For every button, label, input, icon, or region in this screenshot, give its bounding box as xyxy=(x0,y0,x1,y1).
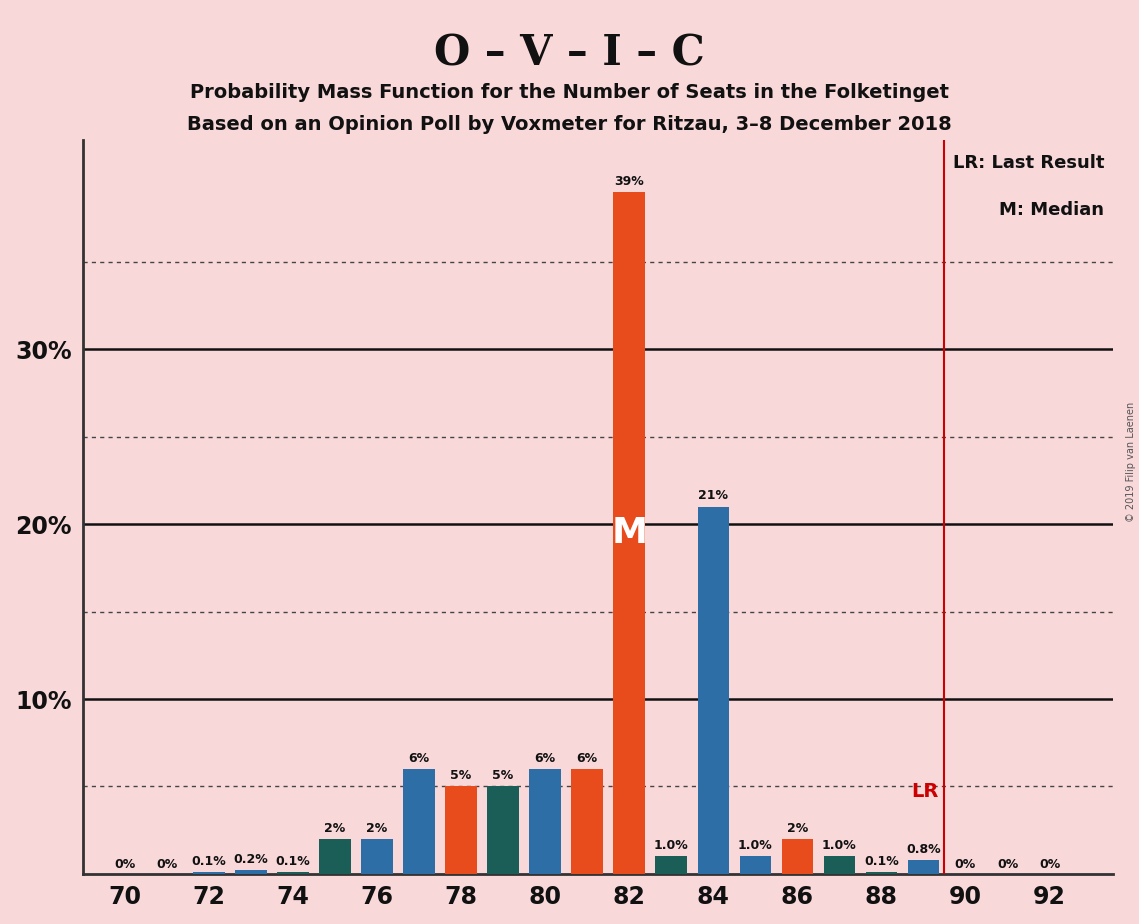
Bar xyxy=(614,192,645,874)
Text: 0.8%: 0.8% xyxy=(907,843,941,856)
Bar xyxy=(445,786,477,874)
Text: 6%: 6% xyxy=(534,751,556,765)
Text: 1.0%: 1.0% xyxy=(654,839,689,852)
Text: M: Median: M: Median xyxy=(999,201,1104,219)
Bar xyxy=(487,786,519,874)
Text: LR: LR xyxy=(911,783,939,801)
Text: 0%: 0% xyxy=(1039,858,1060,871)
Text: 0%: 0% xyxy=(114,858,136,871)
Bar xyxy=(572,769,603,874)
Text: 0.1%: 0.1% xyxy=(865,855,899,868)
Text: Based on an Opinion Poll by Voxmeter for Ritzau, 3–8 December 2018: Based on an Opinion Poll by Voxmeter for… xyxy=(187,115,952,134)
Text: 2%: 2% xyxy=(367,821,387,834)
Bar xyxy=(319,839,351,874)
Text: 1.0%: 1.0% xyxy=(822,839,857,852)
Text: 5%: 5% xyxy=(492,769,514,782)
Bar xyxy=(403,769,435,874)
Text: 6%: 6% xyxy=(576,751,598,765)
Text: 0%: 0% xyxy=(954,858,976,871)
Text: © 2019 Filip van Laenen: © 2019 Filip van Laenen xyxy=(1126,402,1136,522)
Bar xyxy=(530,769,560,874)
Bar xyxy=(194,872,224,874)
Bar xyxy=(235,870,267,874)
Text: LR: Last Result: LR: Last Result xyxy=(952,153,1104,172)
Bar xyxy=(866,872,898,874)
Text: 1.0%: 1.0% xyxy=(738,839,772,852)
Text: O – V – I – C: O – V – I – C xyxy=(434,32,705,74)
Text: 6%: 6% xyxy=(409,751,429,765)
Text: 0.1%: 0.1% xyxy=(191,855,227,868)
Text: 21%: 21% xyxy=(698,490,728,503)
Text: 0.2%: 0.2% xyxy=(233,853,269,866)
Text: 0%: 0% xyxy=(156,858,178,871)
Bar xyxy=(908,860,940,874)
Text: 39%: 39% xyxy=(614,175,644,188)
Text: 0%: 0% xyxy=(997,858,1018,871)
Text: 0.1%: 0.1% xyxy=(276,855,310,868)
Bar xyxy=(697,507,729,874)
Text: 5%: 5% xyxy=(450,769,472,782)
Bar xyxy=(739,857,771,874)
Bar xyxy=(781,839,813,874)
Bar xyxy=(823,857,855,874)
Text: Probability Mass Function for the Number of Seats in the Folketinget: Probability Mass Function for the Number… xyxy=(190,83,949,103)
Bar xyxy=(361,839,393,874)
Text: 2%: 2% xyxy=(325,821,345,834)
Bar xyxy=(655,857,687,874)
Text: M: M xyxy=(612,516,647,550)
Text: 2%: 2% xyxy=(787,821,808,834)
Bar xyxy=(277,872,309,874)
